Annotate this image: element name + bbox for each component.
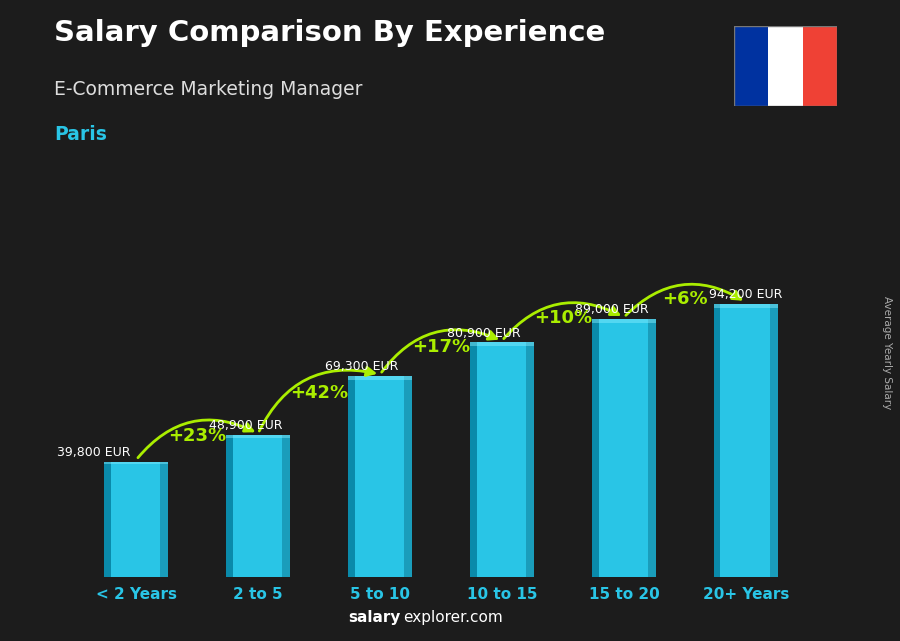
Bar	[770, 304, 778, 577]
Text: 94,200 EUR: 94,200 EUR	[709, 288, 782, 301]
Text: 89,000 EUR: 89,000 EUR	[575, 303, 649, 316]
Bar	[471, 342, 526, 577]
Bar	[227, 435, 290, 438]
Text: E-Commerce Marketing Manager: E-Commerce Marketing Manager	[54, 80, 363, 99]
Bar	[283, 435, 290, 577]
Text: +10%: +10%	[534, 310, 592, 328]
Bar	[768, 26, 803, 106]
Bar	[404, 376, 411, 577]
Bar	[714, 304, 721, 577]
Bar	[104, 462, 168, 464]
Text: 69,300 EUR: 69,300 EUR	[325, 360, 399, 373]
Bar	[104, 462, 111, 577]
Bar	[348, 376, 411, 379]
Bar	[227, 435, 283, 577]
Text: 39,800 EUR: 39,800 EUR	[57, 446, 130, 459]
Text: Average Yearly Salary: Average Yearly Salary	[881, 296, 892, 409]
Bar	[592, 319, 655, 323]
Text: +23%: +23%	[168, 427, 226, 445]
Bar	[714, 304, 778, 308]
Bar	[803, 26, 837, 106]
Bar	[648, 319, 655, 577]
Text: +17%: +17%	[412, 338, 470, 356]
Bar	[714, 304, 770, 577]
Text: +6%: +6%	[662, 290, 707, 308]
Bar	[592, 319, 648, 577]
Text: Salary Comparison By Experience: Salary Comparison By Experience	[54, 19, 605, 47]
Text: 80,900 EUR: 80,900 EUR	[447, 327, 520, 340]
Bar	[592, 319, 598, 577]
Bar	[227, 435, 233, 577]
Bar	[348, 376, 404, 577]
Bar	[526, 342, 534, 577]
Text: Paris: Paris	[54, 125, 107, 144]
Bar	[734, 26, 768, 106]
Text: explorer.com: explorer.com	[403, 610, 503, 625]
Bar	[104, 462, 160, 577]
Text: +42%: +42%	[290, 384, 348, 403]
Bar	[471, 342, 477, 577]
Bar	[160, 462, 168, 577]
Text: 48,900 EUR: 48,900 EUR	[209, 419, 283, 433]
Bar	[471, 342, 534, 346]
Text: salary: salary	[348, 610, 400, 625]
Bar	[348, 376, 355, 577]
